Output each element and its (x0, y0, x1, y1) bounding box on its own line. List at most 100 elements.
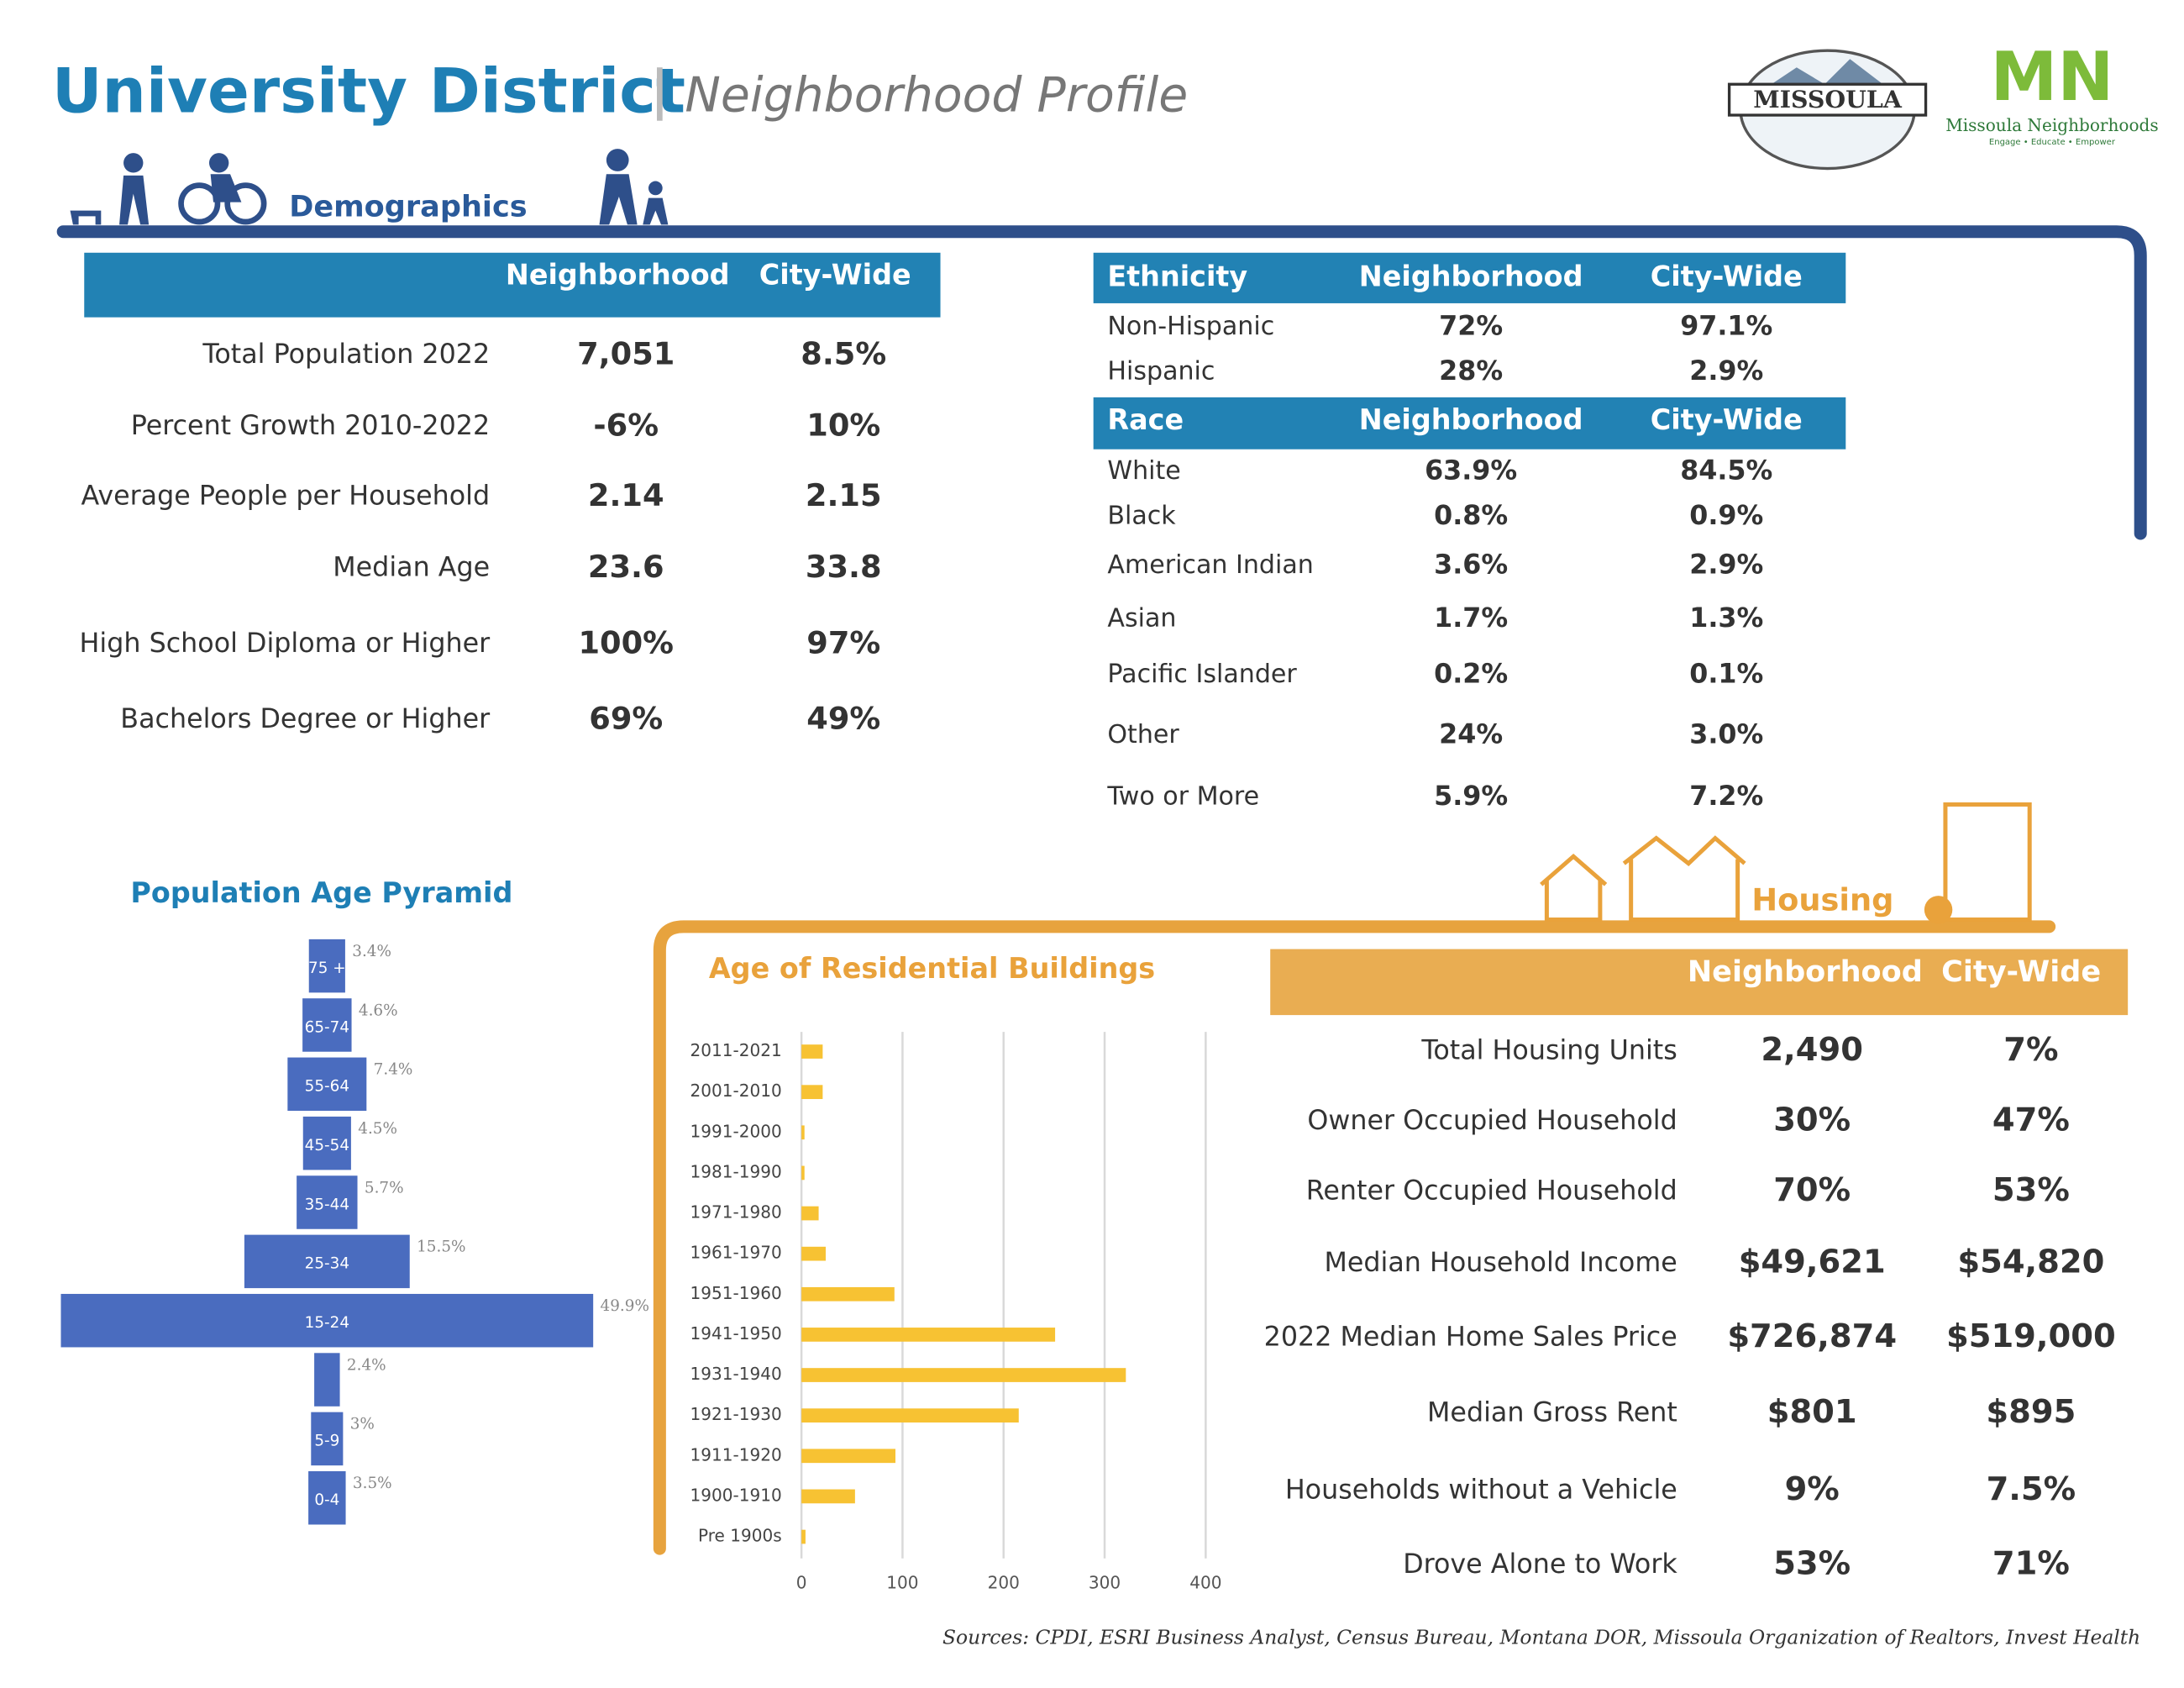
category-label: 55-64 (305, 1078, 349, 1096)
bar (302, 998, 352, 1052)
column-header: City-Wide (1651, 260, 1803, 292)
category-label: 1931-1940 (690, 1364, 781, 1384)
section-title: Demographics (289, 189, 527, 223)
category-label: 1941-1950 (690, 1323, 781, 1344)
cell: 7,051 (577, 335, 675, 371)
row-label: Average People per Household (81, 481, 490, 512)
row-label: 2022 Median Home Sales Price (1264, 1322, 1677, 1352)
people-icons (70, 149, 669, 225)
logo-banner (1727, 82, 1928, 117)
icon (70, 210, 102, 225)
cell: 97.1% (1680, 311, 1772, 341)
city-logo-text: MISSOULA (1753, 85, 1903, 113)
bar (287, 1057, 367, 1112)
category-label: 1991-2000 (690, 1121, 781, 1141)
x-tick-label: 200 (988, 1572, 1020, 1592)
cell: 28% (1439, 356, 1503, 387)
category-label: 65-74 (305, 1018, 349, 1036)
bar (801, 1286, 895, 1301)
cell: 1.3% (1689, 603, 1763, 634)
row-label: Median Age (333, 553, 490, 583)
row-label: American Indian (1107, 550, 1313, 580)
value-label: 7.4% (374, 1061, 413, 1079)
cell: 63.9% (1425, 455, 1517, 486)
cell: 7% (2003, 1031, 2058, 1069)
row-label: Households without a Vehicle (1285, 1475, 1677, 1506)
row-label: Two or More (1106, 782, 1259, 812)
cell: 53% (1773, 1545, 1851, 1583)
category-label: 1981-1990 (690, 1161, 781, 1181)
category-label: 1911-1920 (690, 1444, 781, 1465)
housing-rule (653, 920, 2056, 1555)
icon (119, 175, 150, 225)
column-header: Neighborhood (506, 259, 730, 292)
bar (297, 1175, 358, 1229)
category-label: 75 + (308, 960, 346, 977)
subtitle: Neighborhood Profile (685, 68, 1188, 124)
cell: 0.2% (1434, 660, 1508, 690)
bar (314, 1353, 340, 1407)
icon (178, 182, 221, 225)
row-label: Drove Alone to Work (1403, 1549, 1677, 1580)
table-header (1093, 252, 1846, 303)
cell: 97% (806, 624, 880, 660)
bar (308, 1470, 346, 1525)
bar (801, 1368, 1126, 1382)
cell: 30% (1773, 1102, 1851, 1139)
mn-logo: MN (1990, 38, 2113, 116)
category-label: 2001-2010 (690, 1081, 781, 1101)
cell: 2.9% (1689, 356, 1763, 387)
title: University District (52, 56, 685, 128)
sources: Sources: CPDI, ESRI Business Analyst, Ce… (942, 1626, 2140, 1649)
icon (606, 149, 629, 171)
icon (224, 182, 267, 225)
x-tick-label: 100 (886, 1572, 918, 1592)
cell: 1.7% (1434, 603, 1508, 634)
category-label: 1900-1910 (690, 1485, 781, 1505)
table-header (1270, 949, 2129, 1016)
column-header: Neighborhood (1359, 260, 1583, 292)
column-header: Race (1107, 403, 1184, 436)
bar (801, 1246, 826, 1261)
column-header: Neighborhood (1688, 954, 1923, 989)
category-label: 5-9 (314, 1433, 339, 1450)
row-label: High School Diploma or Higher (80, 628, 491, 659)
bar (801, 1328, 1056, 1342)
category-label: 2011-2021 (690, 1040, 781, 1060)
row-label: Percent Growth 2010-2022 (131, 411, 490, 441)
bar (801, 1125, 805, 1140)
cell: 0.9% (1689, 501, 1763, 531)
cell: 10% (806, 407, 880, 443)
bar (801, 1165, 805, 1181)
x-tick-label: 300 (1089, 1572, 1121, 1592)
row-label: Other (1107, 720, 1179, 749)
cell: -6% (593, 407, 659, 443)
value-label: 2.4% (347, 1356, 386, 1374)
cell: 2.14 (588, 477, 664, 513)
bar (801, 1044, 823, 1059)
cell: 0.8% (1434, 501, 1508, 531)
cell: $801 (1767, 1393, 1857, 1431)
icon (123, 153, 144, 173)
bar (244, 1234, 410, 1289)
mn-logo-tagline: Engage • Educate • Empower (1989, 138, 2116, 147)
cell: 69% (589, 701, 663, 737)
column-header: Neighborhood (1359, 403, 1583, 436)
house-icons (1540, 802, 2032, 922)
cell: 23.6 (588, 549, 664, 585)
cell: 70% (1773, 1171, 1851, 1209)
value-label: 15.5% (417, 1238, 465, 1256)
cell: 9% (1785, 1470, 1840, 1508)
x-tick-label: 400 (1189, 1572, 1221, 1592)
bar (308, 939, 345, 993)
bar (801, 1408, 1019, 1423)
bar (801, 1529, 806, 1544)
column-header: City-Wide (759, 259, 911, 292)
cell: 3.0% (1689, 720, 1763, 750)
cell: 72% (1439, 311, 1503, 341)
category-label: 45-54 (305, 1137, 349, 1154)
category-label: 35-44 (305, 1196, 349, 1213)
value-label: 3% (350, 1416, 375, 1433)
row-label: Non-Hispanic (1107, 312, 1274, 341)
row-label: Black (1107, 501, 1176, 530)
